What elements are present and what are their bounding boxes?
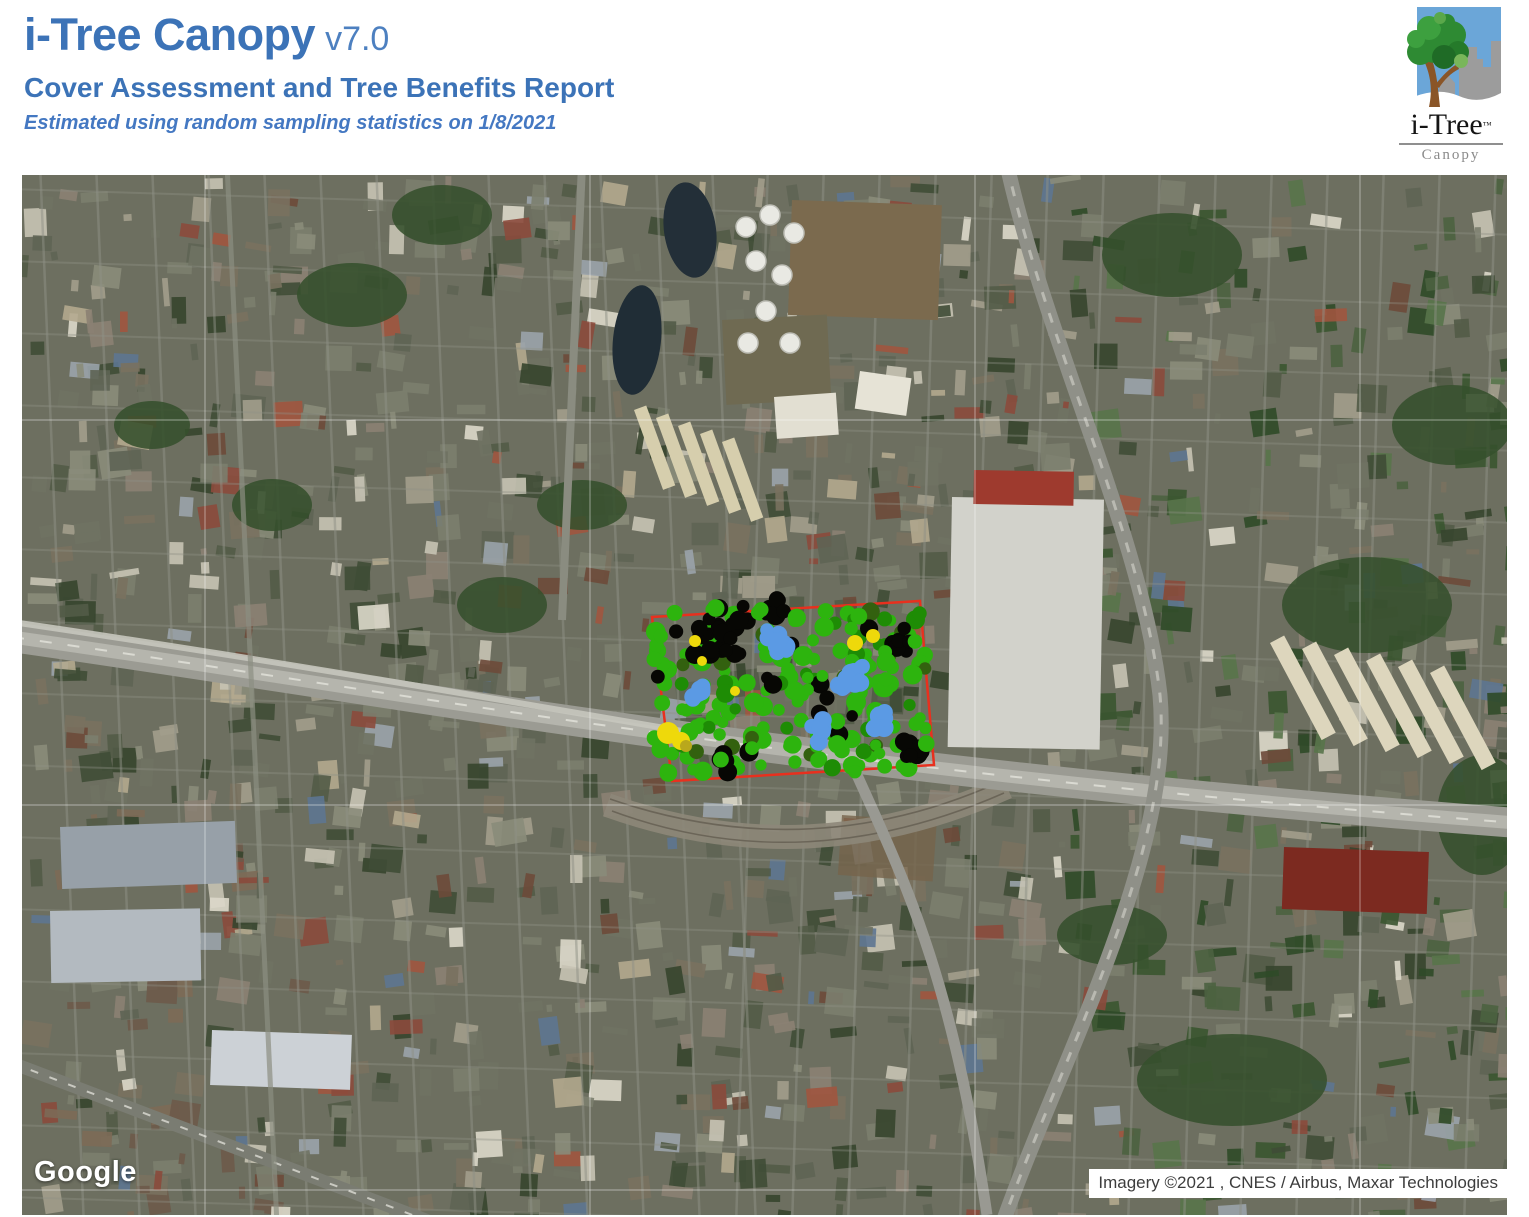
google-watermark[interactable]: Google (34, 1156, 137, 1188)
logo-divider (1399, 143, 1503, 145)
app-version: v7.0 (325, 20, 390, 58)
page-title: i-Tree Canopy v7.0 (24, 10, 614, 60)
itree-logo-wordmark: i-Tree™ (1391, 110, 1511, 140)
report-titles: i-Tree Canopy v7.0 Cover Assessment and T… (24, 10, 614, 135)
itree-logo: i-Tree™ Canopy (1391, 5, 1511, 164)
trademark-symbol: ™ (1482, 120, 1492, 130)
estimate-note: Estimated using random sampling statisti… (24, 112, 557, 135)
satellite-map[interactable]: Google Imagery ©2021 , CNES / Airbus, Ma… (22, 175, 1507, 1215)
imagery-attribution: Imagery ©2021 , CNES / Airbus, Maxar Tec… (1089, 1168, 1507, 1198)
satellite-map-canvas (22, 175, 1507, 1215)
report-header: i-Tree Canopy v7.0 Cover Assessment and T… (0, 0, 1529, 175)
itree-logo-brand: i-Tree (1410, 108, 1483, 141)
app-name: i-Tree Canopy (24, 9, 316, 60)
itree-logo-product: Canopy (1421, 147, 1481, 163)
itree-logo-icon (1407, 7, 1501, 109)
report-subtitle: Cover Assessment and Tree Benefits Repor… (24, 71, 615, 103)
